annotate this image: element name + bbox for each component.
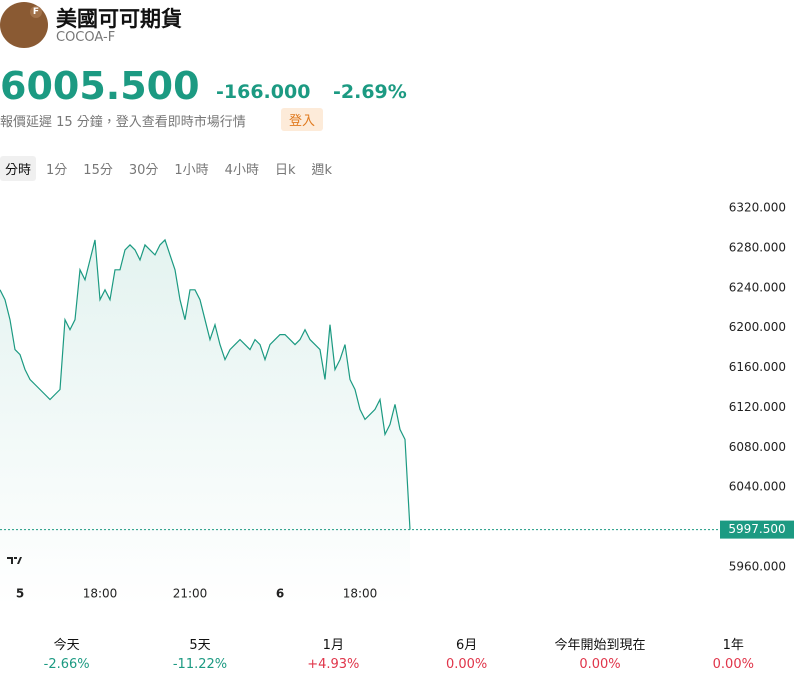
performance-cell: 1月 +4.93%: [267, 634, 400, 672]
tab[interactable]: 4小時: [224, 163, 259, 178]
y-tick-label: 6120.000: [729, 400, 786, 414]
badge: F: [30, 6, 42, 18]
period-label: 1年: [722, 638, 744, 653]
change: -166.000: [216, 81, 311, 103]
period-change: +4.93%: [307, 657, 360, 672]
y-tick-label: 6320.000: [729, 201, 786, 215]
tab[interactable]: 週k: [311, 163, 333, 178]
performance: 今天 -2.66% 5天 -11.22% 1月 +4.93% 6月 0.00% 今年開始到現在 0…: [0, 634, 800, 672]
performance-cell: 5天 -11.22%: [133, 634, 266, 672]
tab[interactable]: 1小時: [174, 163, 209, 178]
y-tick-label: 6040.000: [729, 480, 786, 494]
last-price-box: [720, 520, 794, 539]
period-change: 0.00%: [579, 657, 621, 672]
subtitle: COCOA-F: [56, 30, 116, 45]
area-fill: [0, 239, 410, 607]
period-label: 6月: [456, 638, 478, 653]
tabs: 分時 1分 15分 30分 1小時 4小時 日k 週k: [0, 156, 338, 181]
chart: 5960.0006000.0006040.0006080.0006120.000…: [0, 201, 794, 607]
tab[interactable]: 日k: [274, 163, 296, 178]
last-price-label: 5997.500: [728, 522, 785, 536]
period-label: 5天: [189, 638, 211, 653]
performance-cell: 今年開始到現在 0.00%: [533, 634, 666, 672]
title: 美國可可期貨: [56, 7, 182, 31]
period-change: -11.22%: [172, 657, 228, 672]
period-change: -2.66%: [43, 657, 90, 672]
tab[interactable]: 15分: [83, 163, 113, 178]
price: 6005.500: [0, 64, 200, 108]
y-tick-label: 5960.000: [729, 559, 786, 573]
period-label: 1月: [322, 638, 344, 653]
performance-cell: 6月 0.00%: [400, 634, 533, 672]
tab[interactable]: 30分: [128, 163, 159, 178]
performance-cell: 1年 0.00%: [667, 634, 800, 672]
period-change: 0.00%: [712, 657, 754, 672]
y-tick-label: 6080.000: [729, 440, 786, 454]
y-tick-label: 6280.000: [729, 240, 786, 254]
tab[interactable]: 1分: [46, 163, 68, 178]
period-label: 今天: [53, 638, 80, 653]
login-button[interactable]: 登入: [281, 108, 324, 131]
percent: -2.69%: [333, 81, 407, 103]
price-line: [0, 238, 411, 530]
performance-cell: 今天 -2.66%: [0, 634, 133, 672]
y-tick-label: 6200.000: [729, 320, 786, 334]
period-change: 0.00%: [445, 657, 488, 672]
tab[interactable]: 分時: [0, 156, 37, 181]
period-label: 今年開始到現在: [554, 638, 646, 653]
y-tick-label: 6160.000: [729, 360, 786, 374]
delay-note: 報價延遲 15 分鐘，登入查看即時市場行情: [0, 115, 246, 130]
y-tick-label: 6240.000: [729, 280, 786, 294]
